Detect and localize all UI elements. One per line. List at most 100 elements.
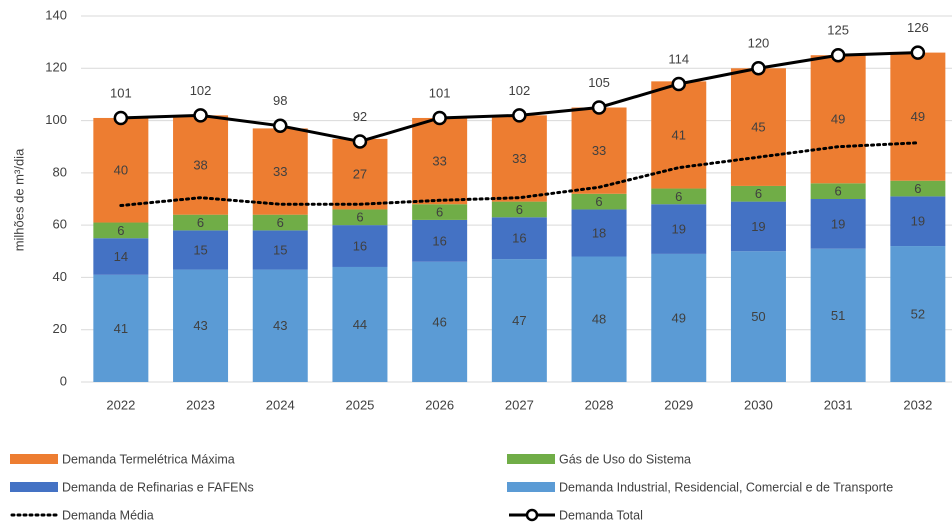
data-label: 16 bbox=[353, 238, 367, 253]
y-tick-label: 20 bbox=[53, 321, 67, 336]
x-tick-label: 2029 bbox=[664, 397, 693, 412]
bar-segment bbox=[651, 204, 707, 254]
x-tick-label: 2024 bbox=[266, 397, 295, 412]
bar-segment bbox=[412, 204, 468, 220]
bar-segment bbox=[810, 248, 866, 382]
data-label: 19 bbox=[751, 219, 765, 234]
data-label: 126 bbox=[907, 20, 929, 35]
data-label: 46 bbox=[432, 314, 446, 329]
data-label: 40 bbox=[114, 163, 128, 178]
y-tick-label: 0 bbox=[60, 373, 67, 388]
data-label: 6 bbox=[835, 184, 842, 199]
bar-segment bbox=[651, 253, 707, 382]
legend-label: Demanda Total bbox=[559, 508, 643, 522]
bar-segment bbox=[890, 52, 946, 181]
data-label: 41 bbox=[114, 321, 128, 336]
bar-segment bbox=[252, 128, 308, 215]
bar-segment bbox=[890, 180, 946, 197]
x-tick-label: 2023 bbox=[186, 397, 215, 412]
data-label: 33 bbox=[273, 164, 287, 179]
data-label: 6 bbox=[197, 215, 204, 230]
bar-segment bbox=[651, 188, 707, 205]
bar-segment bbox=[810, 199, 866, 249]
bar-segment bbox=[412, 261, 468, 382]
data-label: 105 bbox=[588, 75, 610, 90]
line-marker bbox=[352, 134, 368, 149]
data-label: 15 bbox=[273, 242, 287, 257]
legend-label: Demanda Termelétrica Máxima bbox=[62, 452, 235, 466]
data-label: 51 bbox=[831, 308, 845, 323]
data-label: 49 bbox=[831, 112, 845, 127]
line-marker bbox=[273, 118, 288, 134]
y-tick-label: 120 bbox=[45, 60, 67, 75]
data-label: 98 bbox=[273, 93, 287, 108]
data-label: 125 bbox=[827, 23, 849, 38]
bar-segment bbox=[332, 225, 388, 267]
data-label: 33 bbox=[432, 154, 446, 169]
bar-segment bbox=[93, 274, 149, 382]
data-label: 49 bbox=[911, 109, 925, 124]
bar-segment bbox=[332, 138, 388, 210]
data-label: 114 bbox=[668, 51, 689, 66]
data-label: 19 bbox=[911, 214, 925, 229]
data-label: 43 bbox=[193, 318, 207, 333]
data-label: 6 bbox=[356, 210, 363, 225]
data-label: 6 bbox=[675, 189, 682, 204]
bar-segment bbox=[651, 81, 707, 189]
legend-item: Demanda de Refinarias e FAFENs bbox=[10, 480, 254, 494]
bar-segment bbox=[571, 193, 627, 210]
y-axis-label: milhões de m³/dia bbox=[11, 148, 26, 251]
legend-label: Demanda de Refinarias e FAFENs bbox=[62, 480, 254, 494]
bar-segment bbox=[252, 269, 308, 382]
data-label: 102 bbox=[190, 83, 212, 98]
bar-segment bbox=[730, 68, 786, 186]
data-label: 33 bbox=[512, 151, 526, 166]
line-marker bbox=[193, 108, 208, 123]
legend-label: Demanda Industrial, Residencial, Comerci… bbox=[559, 480, 893, 494]
y-tick-label: 100 bbox=[45, 112, 67, 127]
data-label: 101 bbox=[110, 85, 132, 100]
line-marker bbox=[512, 108, 527, 123]
bar-segment bbox=[412, 117, 468, 205]
data-label: 102 bbox=[508, 83, 530, 98]
data-label: 44 bbox=[353, 317, 367, 332]
y-tick-label: 140 bbox=[45, 7, 67, 22]
x-tick-label: 2032 bbox=[903, 397, 932, 412]
legend-swatch bbox=[507, 454, 555, 464]
legend-swatch bbox=[10, 482, 58, 492]
legend-item: Demanda Industrial, Residencial, Comerci… bbox=[507, 480, 893, 494]
bar-segment bbox=[412, 219, 468, 262]
bar-segment bbox=[810, 55, 866, 184]
legend-marker bbox=[525, 508, 539, 522]
bar-segment bbox=[571, 107, 627, 194]
legend-item: Demanda Total bbox=[509, 508, 643, 522]
data-label: 92 bbox=[353, 109, 367, 124]
data-label: 120 bbox=[748, 36, 770, 51]
bar-segment bbox=[173, 214, 229, 231]
legend-item: Demanda Média bbox=[10, 508, 154, 522]
y-tick-label: 40 bbox=[53, 269, 67, 284]
data-label: 16 bbox=[512, 231, 526, 246]
bar-segment bbox=[491, 115, 547, 202]
line-marker bbox=[591, 100, 607, 115]
y-tick-label: 80 bbox=[53, 164, 67, 179]
line-marker bbox=[671, 76, 686, 92]
bar-segment bbox=[93, 222, 149, 239]
data-label: 33 bbox=[592, 143, 606, 158]
bar-segment bbox=[810, 183, 866, 199]
data-label: 38 bbox=[193, 157, 207, 172]
legend-label: Demanda Média bbox=[62, 508, 154, 522]
line-marker bbox=[113, 110, 129, 126]
data-label: 101 bbox=[429, 85, 451, 100]
bar-segment bbox=[332, 266, 388, 382]
y-tick-label: 60 bbox=[53, 217, 67, 232]
line-marker bbox=[432, 110, 447, 126]
bar-segment bbox=[890, 246, 946, 382]
data-label: 48 bbox=[592, 312, 606, 327]
x-tick-label: 2022 bbox=[106, 397, 135, 412]
data-label: 45 bbox=[751, 120, 765, 135]
bar-segment bbox=[252, 230, 308, 270]
x-tick-label: 2030 bbox=[744, 397, 773, 412]
bar-segment bbox=[730, 185, 786, 202]
